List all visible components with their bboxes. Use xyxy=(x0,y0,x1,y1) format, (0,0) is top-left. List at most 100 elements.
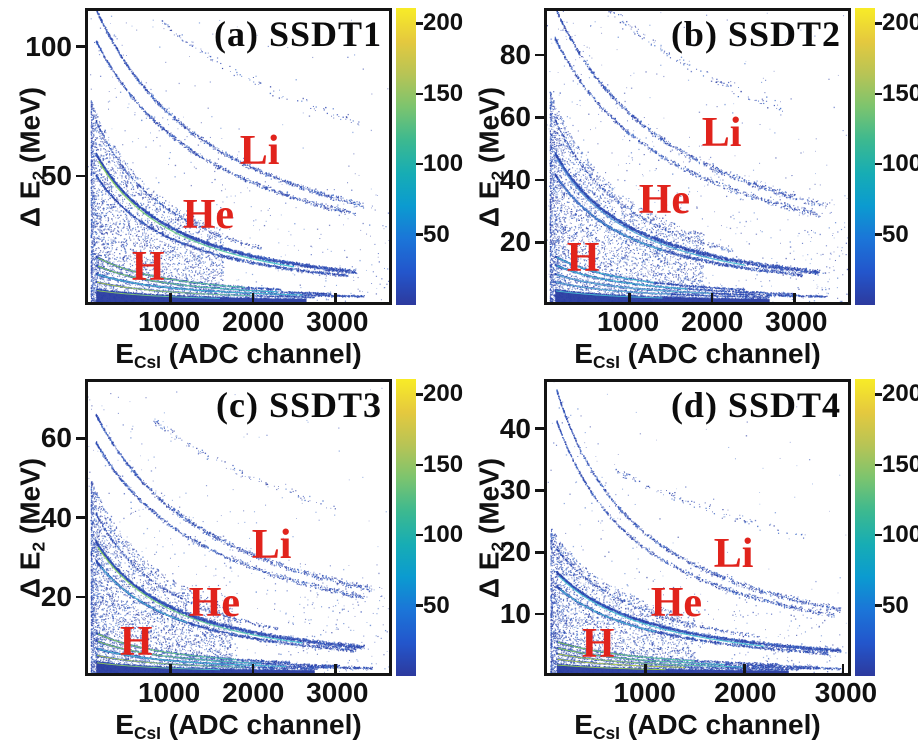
scatter-canvas xyxy=(547,382,848,673)
colorbar-tick-label: 150 xyxy=(423,79,464,107)
colorbar-tick-mark xyxy=(875,604,882,607)
colorbar-tick-mark xyxy=(875,22,882,25)
panel-d-ssdt4: Δ E2 (MeV) 10 20 30 40 (d) SSDT4 Li He H 1000 2000… xyxy=(459,371,918,742)
colorbar-tick-mark xyxy=(875,393,882,396)
x-axis-title-subscript: CsI xyxy=(133,352,161,373)
x-tick-label: 1000 xyxy=(613,677,676,708)
colorbar-tick-label: 200 xyxy=(882,9,918,37)
colorbar-tick-label: 50 xyxy=(882,591,909,619)
x-axis-title: ECsI (ADC channel) xyxy=(504,338,891,373)
y-tick-label: 30 xyxy=(499,474,531,506)
y-tick-mark xyxy=(535,178,544,182)
species-label-he: He xyxy=(182,191,235,238)
x-axis-title-suffix: (ADC channel) xyxy=(620,338,821,369)
plot-area: (c) SSDT3 Li He H xyxy=(85,379,392,676)
y-tick-label: 60 xyxy=(40,422,72,454)
colorbar-tick-mark xyxy=(416,533,423,537)
y-tick-label: 20 xyxy=(499,226,531,258)
species-label-li: Li xyxy=(239,127,280,174)
species-label-li: Li xyxy=(251,521,292,568)
colorbar-tick-label: 100 xyxy=(423,521,464,549)
colorbar-gradient xyxy=(855,8,875,305)
colorbar-tick-mark xyxy=(875,162,882,166)
x-tick-label: 1000 xyxy=(137,677,201,708)
x-tick-mark xyxy=(251,293,255,302)
y-tick-label: 60 xyxy=(499,101,531,133)
x-tick-label: 2000 xyxy=(222,306,285,337)
colorbar-tick-mark xyxy=(416,393,423,396)
scatter-canvas xyxy=(547,11,848,302)
y-tick-mark xyxy=(535,489,544,492)
x-axis-title-prefix: E xyxy=(115,338,134,369)
y-tick-label: 20 xyxy=(40,580,72,612)
x-tick-label: 3000 xyxy=(765,306,828,337)
panel-a-ssdt1: Δ E2 (MeV) 50 100 (a) SSDT1 Li He H 1000 2000 300… xyxy=(0,0,463,373)
colorbar-tick-label: 100 xyxy=(423,150,464,178)
x-tick-label: 3000 xyxy=(306,306,369,337)
x-axis-title-prefix: E xyxy=(115,709,134,740)
y-tick-label: 40 xyxy=(499,163,531,195)
x-axis-title: ECsI (ADC channel) xyxy=(45,338,432,373)
scatter-canvas xyxy=(88,11,389,302)
x-tick-mark xyxy=(644,664,647,673)
x-tick-label: 3000 xyxy=(814,677,878,708)
x-tick-mark xyxy=(841,664,845,673)
y-tick-mark xyxy=(76,437,85,440)
colorbar-tick-label: 150 xyxy=(423,450,464,478)
y-tick-label: 10 xyxy=(499,598,531,630)
panel-title: (d) SSDT4 xyxy=(670,385,841,425)
x-axis-title: ECsI (ADC channel) xyxy=(504,709,891,742)
x-axis-title-suffix: (ADC channel) xyxy=(161,338,362,369)
species-label-li: Li xyxy=(701,110,742,157)
x-tick-mark xyxy=(743,664,746,673)
y-axis-title-suffix: (MeV) xyxy=(14,86,46,171)
colorbar-tick-label: 150 xyxy=(882,450,918,478)
panel-c-ssdt3: Δ E2 (MeV) 20 40 60 (c) SSDT3 Li He H 1000 2000 30… xyxy=(0,371,463,742)
colorbar-tick-mark xyxy=(875,533,882,537)
colorbar-gradient xyxy=(396,8,416,305)
x-tick-mark xyxy=(169,293,172,302)
x-axis-title-subscript: CsI xyxy=(592,723,620,742)
colorbar-gradient xyxy=(855,379,875,676)
colorbar-gradient xyxy=(396,379,416,676)
x-axis-title-subscript: CsI xyxy=(592,352,620,373)
x-axis-title-prefix: E xyxy=(574,709,593,740)
x-tick-label: 3000 xyxy=(306,677,369,708)
colorbar-tick-label: 50 xyxy=(423,220,450,248)
x-axis-title-suffix: (ADC channel) xyxy=(620,709,821,740)
x-tick-label: 2000 xyxy=(222,677,285,708)
y-tick-label: 80 xyxy=(499,38,531,70)
y-tick-label: 50 xyxy=(40,159,72,191)
plot-area: (d) SSDT4 Li He H xyxy=(544,379,851,676)
colorbar-tick-mark xyxy=(416,604,423,607)
panel-b-ssdt2: Δ E2 (MeV) 20 40 60 80 (b) SSDT2 Li He H 1000 2000… xyxy=(459,0,918,373)
plot-area: (b) SSDT2 Li He H xyxy=(544,8,851,305)
y-tick-label: 40 xyxy=(40,501,72,533)
colorbar-tick-label: 100 xyxy=(882,150,918,178)
x-axis-title-subscript: CsI xyxy=(133,723,161,742)
panel-title: (b) SSDT2 xyxy=(670,14,841,54)
colorbar-tick-mark xyxy=(416,22,423,25)
y-axis-title-subscript: 2 xyxy=(28,541,49,552)
colorbar-tick-label: 150 xyxy=(882,79,918,107)
x-axis-title: ECsI (ADC channel) xyxy=(45,709,432,742)
x-tick-label: 2000 xyxy=(681,306,744,337)
colorbar-tick-label: 200 xyxy=(423,380,464,408)
x-tick-label: 1000 xyxy=(137,306,201,337)
y-tick-mark xyxy=(76,174,85,178)
colorbar-tick-mark xyxy=(416,233,423,236)
y-axis-title: Δ E2 (MeV) xyxy=(14,86,49,226)
colorbar-tick-mark xyxy=(416,92,423,96)
scatter-canvas xyxy=(88,382,389,673)
x-tick-mark xyxy=(334,664,337,673)
colorbar-tick-label: 200 xyxy=(423,9,464,37)
species-label-he: He xyxy=(188,580,241,627)
x-axis-title-suffix: (ADC channel) xyxy=(161,709,362,740)
x-tick-mark xyxy=(169,664,172,673)
y-tick-mark xyxy=(535,53,544,57)
colorbar-tick-mark xyxy=(875,463,882,467)
x-tick-mark xyxy=(710,293,714,302)
species-label-h: H xyxy=(566,235,600,282)
colorbar-tick-label: 100 xyxy=(882,521,918,549)
